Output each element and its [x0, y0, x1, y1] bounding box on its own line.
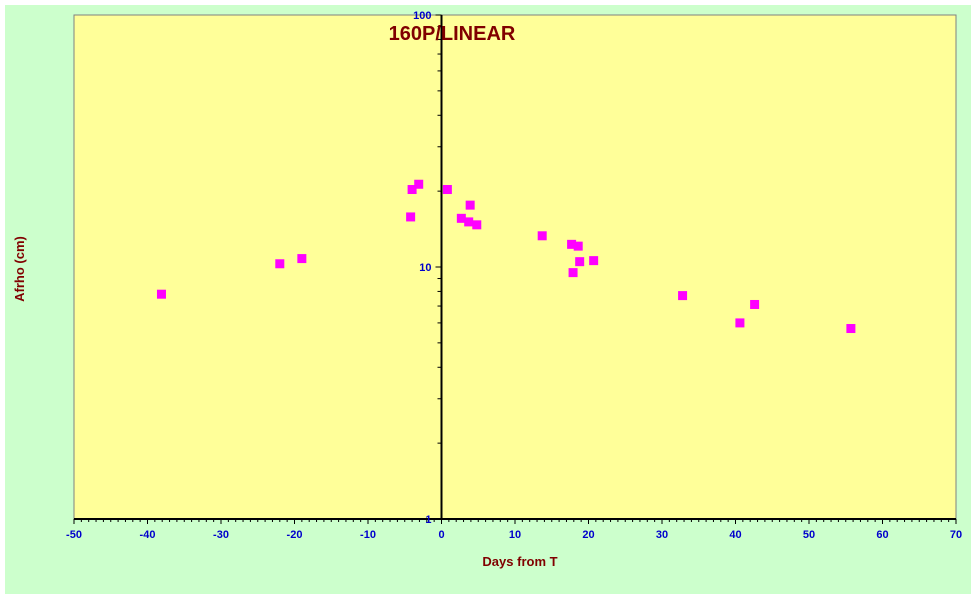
data-point: [568, 268, 578, 278]
data-point: [156, 289, 166, 299]
data-point: [678, 291, 688, 301]
data-point: [846, 324, 856, 334]
data-point: [567, 239, 577, 249]
x-tick-label: 40: [729, 529, 741, 541]
x-tick-label: 0: [438, 529, 444, 541]
chart-title: 160P/LINEAR: [389, 23, 516, 45]
data-point: [442, 185, 452, 195]
data-point: [575, 257, 585, 267]
data-point: [472, 220, 482, 230]
data-point: [456, 213, 466, 223]
data-point: [406, 212, 416, 222]
plot-area: [73, 14, 957, 520]
data-point: [573, 241, 583, 251]
x-tick-label: 60: [876, 529, 888, 541]
data-point: [537, 231, 547, 241]
x-tick-label: -20: [287, 529, 303, 541]
y-axis-label: Afrho (cm): [12, 236, 27, 302]
x-tick-label: 50: [803, 529, 815, 541]
y-tick-label: 100: [413, 10, 431, 22]
x-tick-label: -10: [360, 529, 376, 541]
y-tick-label: 10: [419, 262, 431, 274]
data-point: [735, 318, 745, 328]
data-point: [297, 254, 307, 264]
data-point: [275, 259, 285, 269]
data-point: [407, 185, 417, 195]
data-point: [464, 217, 474, 227]
x-tick-label: 10: [509, 529, 521, 541]
x-axis-label: Days from T: [482, 554, 557, 569]
data-point: [589, 256, 599, 266]
x-tick-label: 30: [656, 529, 668, 541]
data-point: [414, 179, 424, 189]
data-point: [465, 200, 475, 210]
x-tick-label: 20: [582, 529, 594, 541]
y-tick-label: 1: [425, 514, 431, 526]
x-tick-label: -30: [213, 529, 229, 541]
x-tick-label: -40: [140, 529, 156, 541]
data-point: [750, 299, 760, 309]
x-tick-label: -50: [66, 529, 82, 541]
x-tick-label: 70: [950, 529, 962, 541]
